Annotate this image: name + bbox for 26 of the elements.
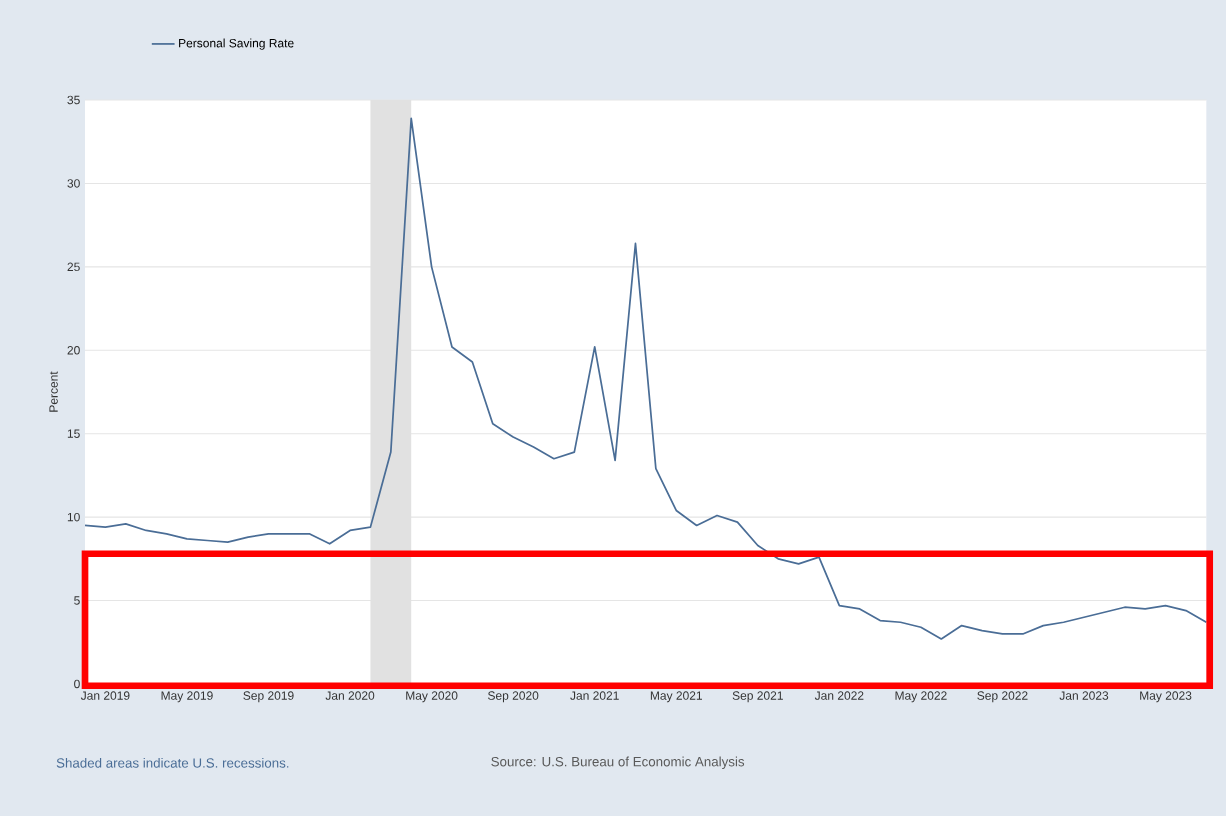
x-tick-label: Jan 2023 bbox=[1059, 691, 1109, 700]
x-tick-label: Jan 2022 bbox=[814, 691, 864, 700]
x-tick-label: Sep 2019 bbox=[243, 691, 294, 703]
x-tick-label: Jan 2020 bbox=[325, 691, 375, 700]
y-axis-title: Percent bbox=[49, 371, 58, 412]
x-tick-label: Jan 2019 bbox=[80, 691, 130, 700]
x-tick-label: May 2022 bbox=[895, 691, 947, 703]
y-tick-label: 35 bbox=[67, 95, 80, 105]
y-tick-label: 30 bbox=[67, 179, 80, 188]
x-tick-label: May 2020 bbox=[406, 691, 458, 703]
x-tick-label: Sep 2021 bbox=[732, 691, 783, 703]
text: Shaded areas indicate U.S. recessions. bbox=[56, 757, 289, 768]
y-tick-label: 0 bbox=[74, 679, 80, 689]
y-tick-label: 25 bbox=[67, 262, 80, 272]
x-tick-label: Sep 2020 bbox=[488, 691, 539, 703]
source-note: Source: U.S. Bureau of Economic Analysis bbox=[491, 756, 745, 770]
y-tick-label: 20 bbox=[67, 346, 80, 355]
y-tick-label: 5 bbox=[74, 596, 80, 605]
y-tick-label: 10 bbox=[67, 512, 80, 522]
y-tick-label: 15 bbox=[67, 429, 80, 438]
x-tick-label: Sep 2022 bbox=[977, 691, 1028, 703]
x-tick-label: May 2019 bbox=[161, 691, 213, 703]
x-tick-label: Jan 2021 bbox=[570, 691, 619, 700]
x-tick-label: May 2023 bbox=[1140, 691, 1192, 703]
x-tick-label: May 2021 bbox=[650, 691, 702, 703]
legend-label: Personal Saving Rate bbox=[179, 38, 294, 50]
